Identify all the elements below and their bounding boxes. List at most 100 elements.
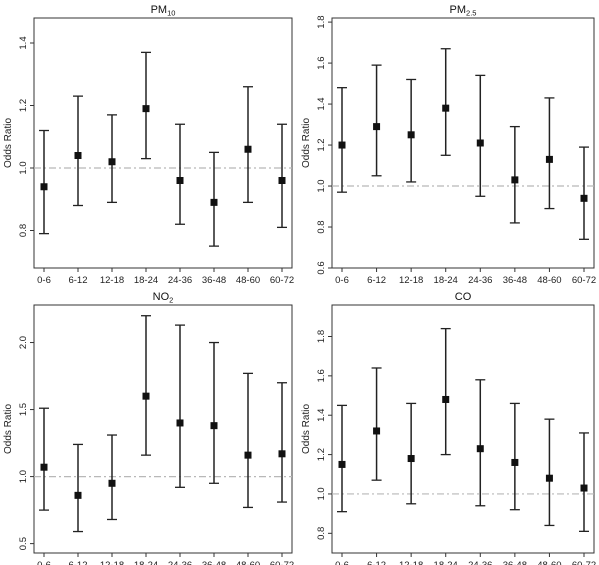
pm25-x-tick-label: 12-18 <box>399 275 423 286</box>
no2-plot-frame <box>33 304 293 554</box>
co-y-axis-title: Odds Ratio <box>301 404 312 454</box>
pm10-y-tick-label: 1.2 <box>18 99 29 112</box>
pm25-y-tick-label: 1.0 <box>316 179 327 192</box>
pm10-y-axis-title: Odds Ratio <box>3 118 14 168</box>
pm25-point-marker <box>373 123 381 131</box>
no2-x-tick-label: 60-72 <box>270 560 294 565</box>
pm10-point-marker <box>210 198 218 206</box>
co-y-tick-label: 1.8 <box>316 330 327 343</box>
no2-point-marker <box>244 451 252 459</box>
no2-x-tick-label: 0-6 <box>37 560 51 565</box>
pm10-point-marker <box>142 105 150 113</box>
pm25-y-tick-label: 1.8 <box>316 15 327 28</box>
pm10-x-tick-label: 18-24 <box>134 275 158 286</box>
no2-x-tick-label: 6-12 <box>68 560 87 565</box>
no2-point-marker <box>108 479 116 487</box>
no2-x-tick-label: 12-18 <box>100 560 124 565</box>
co-point-marker <box>545 474 553 482</box>
pm10-y-tick-label: 0.8 <box>18 224 29 237</box>
pm10-panel-title: PM10 <box>151 4 176 18</box>
panel-no2: NO2 Odds Ratio 0.5 1.0 1.5 2.0 0-6 6-12 12-18 18-… <box>3 291 294 565</box>
no2-y-axis-title: Odds Ratio <box>3 404 14 454</box>
pm25-x-tick-label: 0-6 <box>335 275 349 286</box>
co-panel-title: CO <box>455 291 472 303</box>
co-point-marker <box>580 484 588 492</box>
no2-point-marker <box>142 392 150 400</box>
pm25-y-tick-label: 1.2 <box>316 138 327 151</box>
pm25-y-axis-title: Odds Ratio <box>301 118 312 168</box>
co-y-tick-label: 1.6 <box>316 369 327 382</box>
pm25-panel-title: PM2.5 <box>450 4 477 18</box>
co-point-marker <box>373 427 381 435</box>
pm25-point-marker <box>545 155 553 163</box>
pm10-y-tick-label: 1.4 <box>18 36 29 49</box>
co-plot-frame <box>331 304 595 554</box>
no2-x-tick-label: 18-24 <box>134 560 158 565</box>
no2-y-tick-label: 1.0 <box>18 470 29 483</box>
pm25-plot-frame <box>331 17 595 269</box>
pm25-point-marker <box>476 139 484 147</box>
pm25-y-tick-label: 1.6 <box>316 56 327 69</box>
pm25-x-tick-label: 24-36 <box>468 275 492 286</box>
pm10-x-tick-label: 36-48 <box>202 275 226 286</box>
pm10-point-marker <box>108 158 116 166</box>
co-x-tick-label: 60-72 <box>572 560 596 565</box>
pm25-y-tick-label: 1.4 <box>316 97 327 110</box>
co-point-marker <box>407 455 415 463</box>
pm10-x-tick-label: 48-60 <box>236 275 260 286</box>
pm25-point-marker <box>338 141 346 149</box>
pm25-x-tick-label: 18-24 <box>434 275 458 286</box>
no2-y-tick-label: 1.5 <box>18 403 29 416</box>
no2-point-marker <box>210 422 218 430</box>
pm10-plot-frame <box>33 17 293 269</box>
co-x-tick-label: 48-60 <box>537 560 561 565</box>
pm10-point-marker <box>244 145 252 153</box>
co-y-tick-label: 0.8 <box>316 527 327 540</box>
co-y-tick-label: 1.2 <box>316 448 327 461</box>
pm25-x-tick-label: 36-48 <box>503 275 527 286</box>
pm25-x-tick-label: 48-60 <box>537 275 561 286</box>
pm25-point-marker <box>442 104 450 112</box>
co-point-marker <box>511 458 519 466</box>
pm25-point-marker <box>407 131 415 139</box>
pm10-x-tick-label: 12-18 <box>100 275 124 286</box>
co-y-tick-label: 1.4 <box>316 409 327 422</box>
pm10-point-marker <box>74 152 82 159</box>
no2-x-tick-label: 36-48 <box>202 560 226 565</box>
pm10-point-marker <box>278 177 286 184</box>
no2-point-marker <box>40 463 48 471</box>
pm25-point-marker <box>511 176 519 184</box>
co-x-tick-label: 18-24 <box>434 560 458 565</box>
pm25-x-tick-label: 60-72 <box>572 275 596 286</box>
co-point-marker <box>442 395 450 403</box>
panel-pm25: PM2.5 Odds Ratio 0.6 0.8 1.0 1.2 1.4 1.6 1.8 0-6 6… <box>301 4 596 286</box>
no2-y-tick-label: 2.0 <box>18 336 29 349</box>
pm25-y-tick-label: 0.6 <box>316 261 327 274</box>
pm25-y-tick-label: 0.8 <box>316 220 327 233</box>
no2-x-tick-label: 48-60 <box>236 560 260 565</box>
no2-point-marker <box>176 419 184 427</box>
pm10-x-tick-label: 24-36 <box>168 275 192 286</box>
co-x-tick-label: 12-18 <box>399 560 423 565</box>
co-x-tick-label: 36-48 <box>503 560 527 565</box>
pm10-x-tick-label: 6-12 <box>68 275 87 286</box>
panel-pm10: PM10 Odds Ratio 0.8 1.0 1.2 1.4 0-6 6-12 12-18 18… <box>3 4 294 286</box>
no2-point-marker <box>74 491 82 499</box>
pm25-x-tick-label: 6-12 <box>367 275 386 286</box>
co-point-marker <box>338 460 346 468</box>
pm10-point-marker <box>40 183 48 191</box>
pm10-y-tick-label: 1.0 <box>18 161 29 174</box>
no2-x-tick-label: 24-36 <box>168 560 192 565</box>
co-x-tick-label: 24-36 <box>468 560 492 565</box>
pm10-x-tick-label: 60-72 <box>270 275 294 286</box>
pm10-x-tick-label: 0-6 <box>37 275 51 286</box>
no2-point-marker <box>278 450 286 458</box>
co-x-tick-label: 6-12 <box>367 560 386 565</box>
no2-panel-title: NO2 <box>153 291 174 305</box>
co-point-marker <box>476 445 484 453</box>
co-y-tick-label: 1.0 <box>316 487 327 500</box>
co-x-tick-label: 0-6 <box>335 560 349 565</box>
panel-co: CO Odds Ratio 0.8 1.0 1.2 1.4 1.6 1.8 0-6 6-12 12-… <box>301 291 596 565</box>
